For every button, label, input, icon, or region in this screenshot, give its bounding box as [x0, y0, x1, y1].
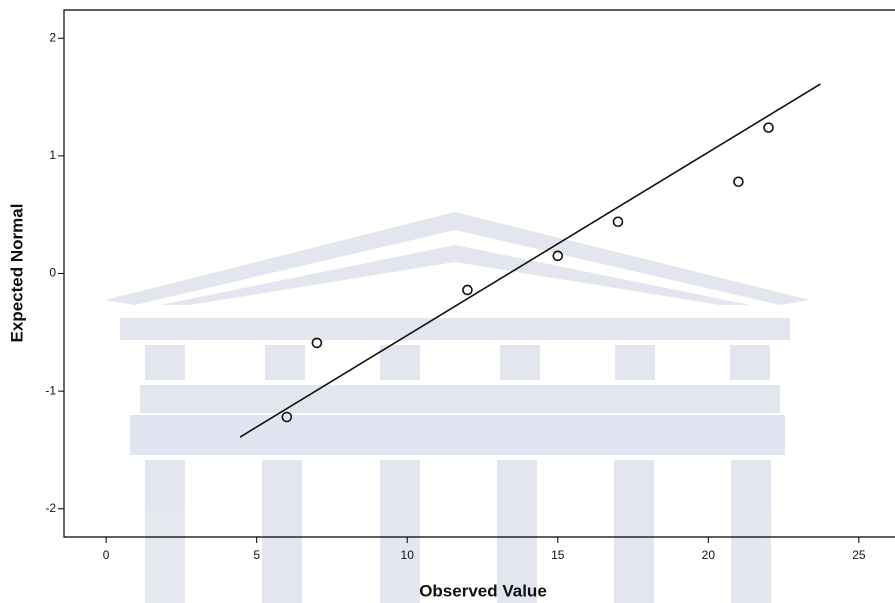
- y-tick-label: 0: [49, 266, 56, 280]
- x-tick-label: 0: [103, 548, 110, 562]
- y-tick-label: 2: [49, 30, 56, 44]
- y-tick-label: 1: [49, 148, 56, 162]
- x-tick-label: 25: [852, 548, 866, 562]
- plot-frame: [63, 9, 895, 538]
- y-axis-title: Expected Normal: [7, 204, 26, 343]
- x-tick-label: 10: [401, 548, 415, 562]
- watermark: [105, 212, 810, 603]
- fit-line: [239, 83, 821, 438]
- x-axis-title: Observed Value: [419, 581, 547, 600]
- point: [281, 411, 293, 423]
- x-tick-label: 15: [551, 548, 565, 562]
- point: [311, 337, 323, 349]
- point: [733, 176, 744, 188]
- x-tick-label: 5: [253, 548, 260, 562]
- y-tick-label: -1: [45, 383, 56, 397]
- point: [763, 122, 774, 133]
- point: [612, 216, 624, 228]
- y-tick-label: -2: [45, 501, 56, 515]
- point: [462, 284, 473, 296]
- point: [552, 250, 564, 262]
- x-tick-label: 20: [702, 548, 716, 562]
